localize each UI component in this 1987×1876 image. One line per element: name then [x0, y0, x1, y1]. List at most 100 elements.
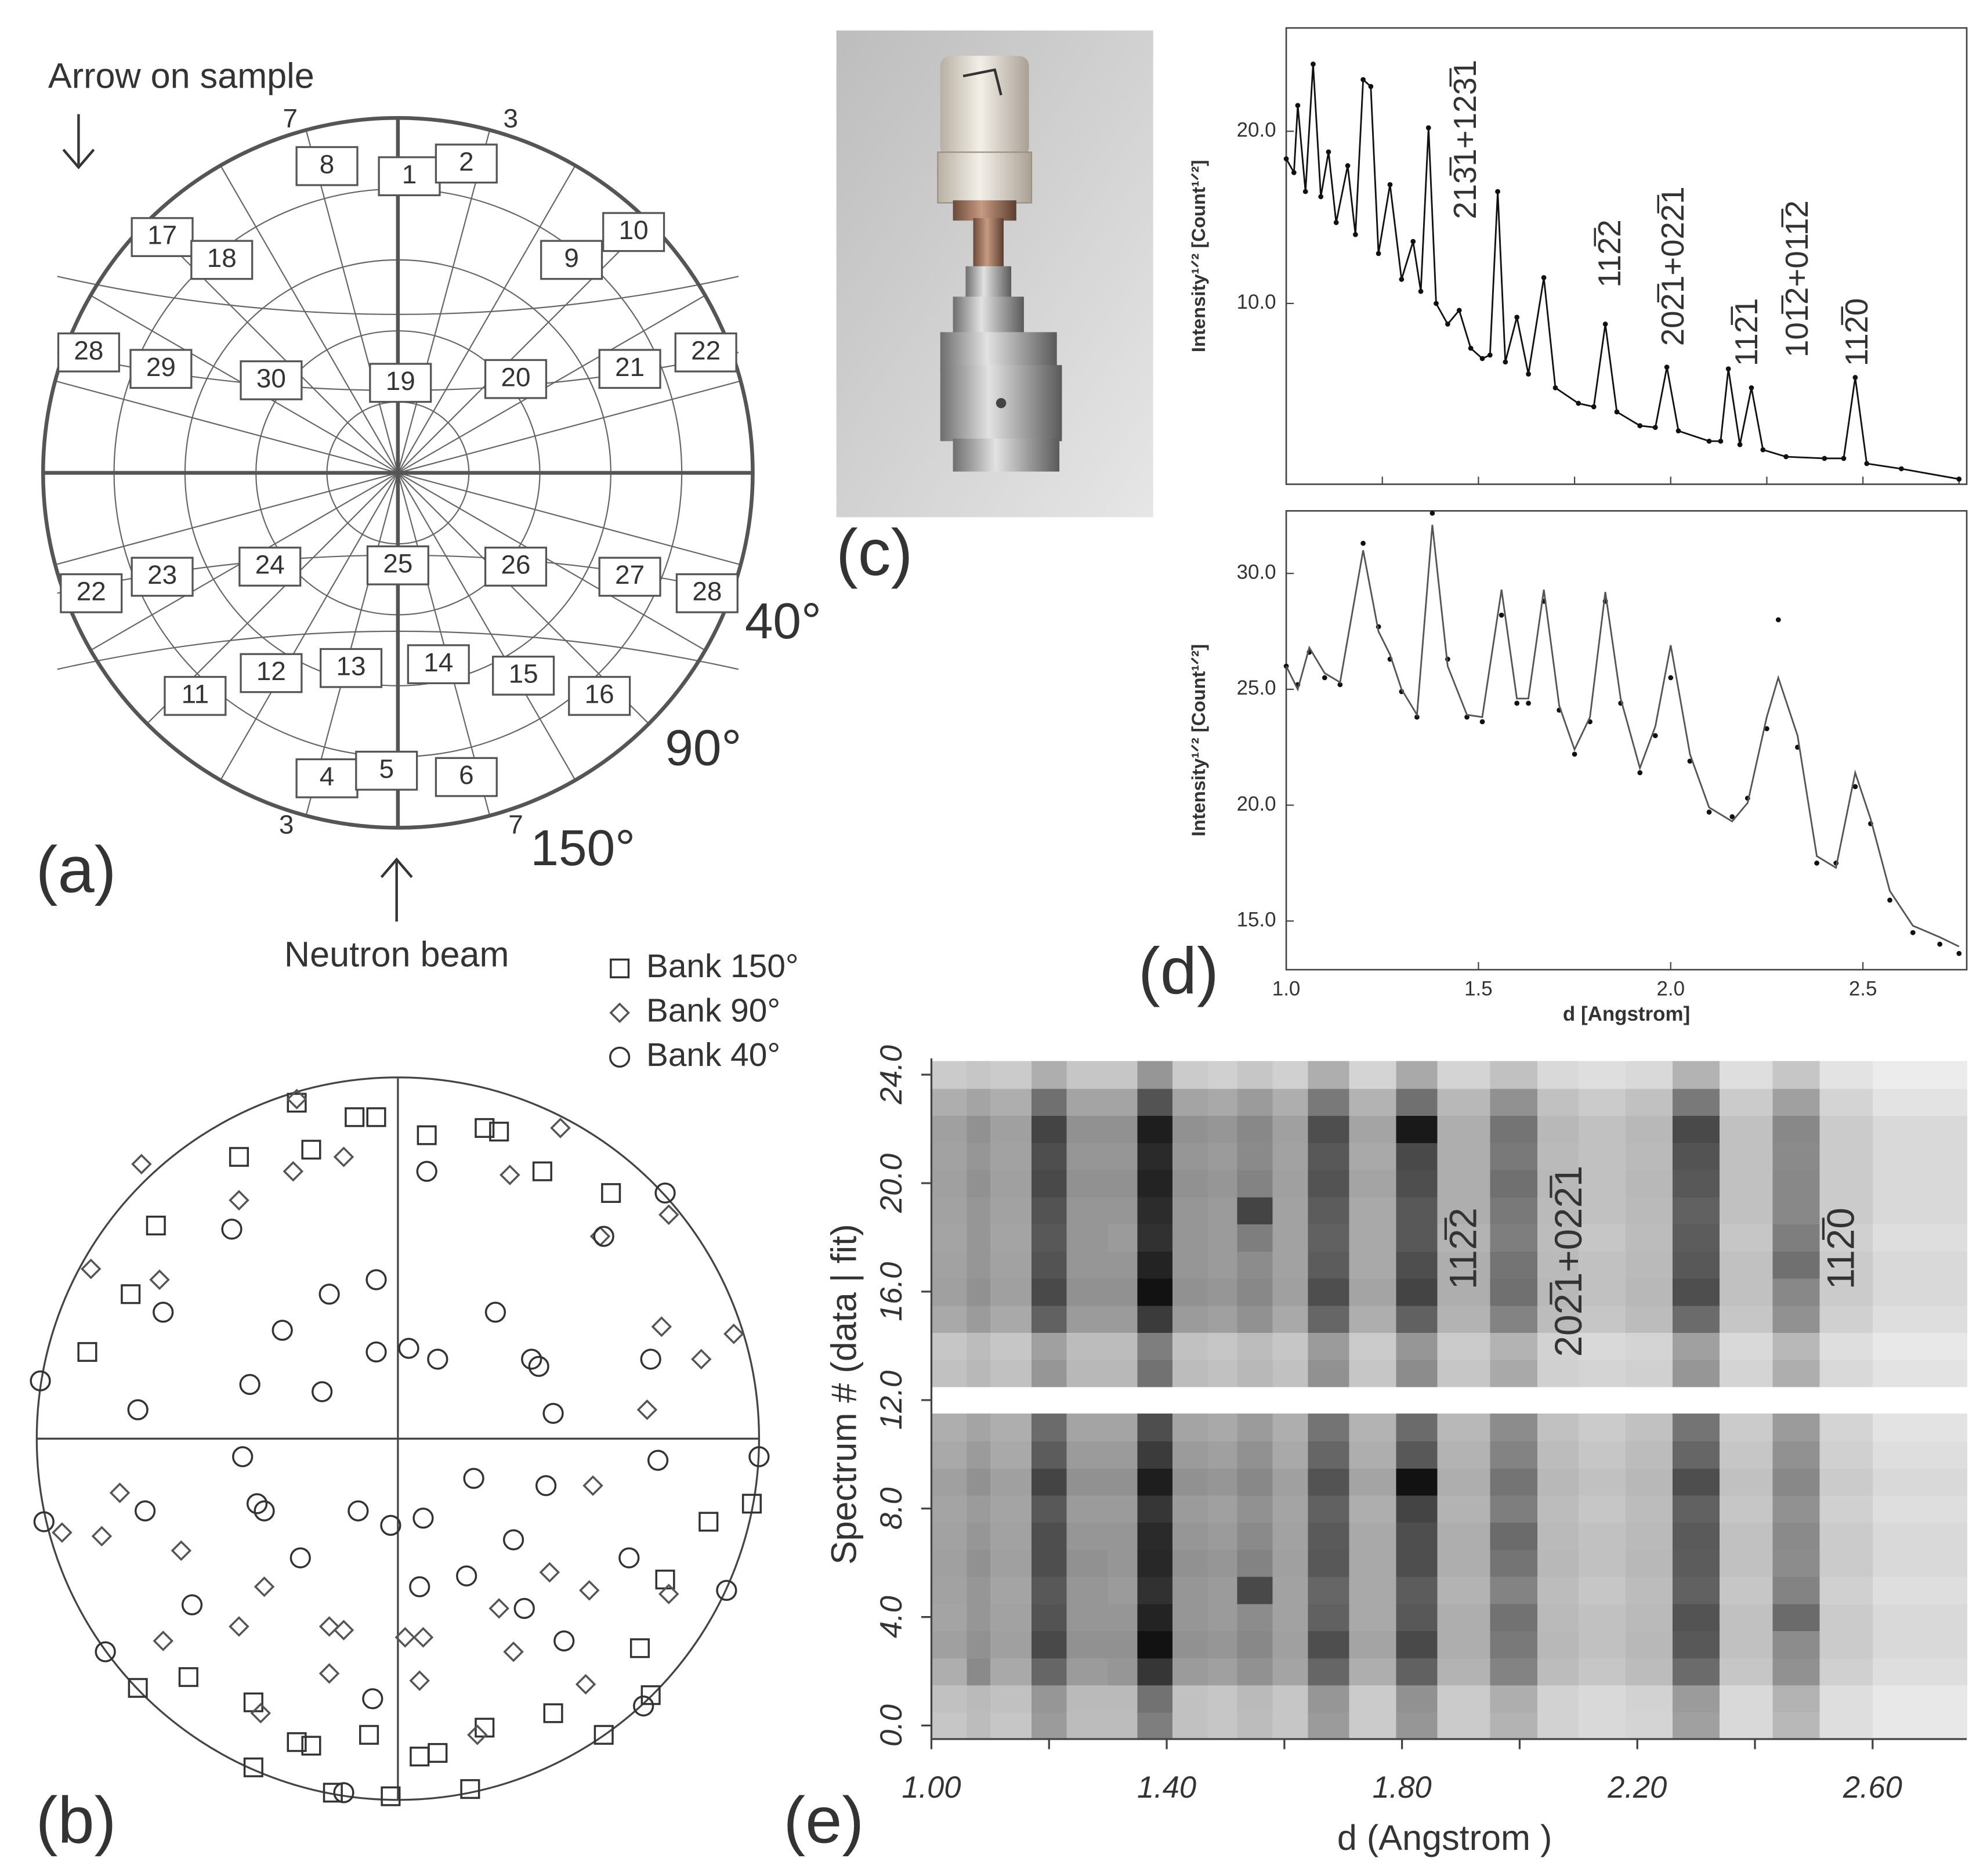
heat-cell: [990, 1250, 1032, 1279]
arrow-head: [62, 149, 95, 169]
heat-cell: [1272, 1631, 1309, 1658]
heat-cell: [1396, 1467, 1438, 1496]
heat-cell: [1673, 1278, 1721, 1306]
heat-cell: [1208, 1522, 1238, 1550]
heat-cell: [1872, 1685, 1968, 1713]
point: [475, 1118, 495, 1138]
heat-cell: [1673, 1088, 1721, 1116]
peak-annotation: 112̅0: [1839, 298, 1874, 366]
heat-cell: [1720, 1631, 1774, 1658]
point: [345, 1107, 365, 1127]
heat-cell: [931, 1250, 968, 1279]
heat-cell: [1819, 1495, 1873, 1523]
heat-cell: [1625, 1495, 1674, 1523]
detector-box: [492, 655, 555, 696]
heat-cell: [1437, 1115, 1491, 1143]
heat-cell: [1490, 1712, 1538, 1740]
heat-cell: [1137, 1115, 1174, 1143]
heat-cell: [967, 1603, 991, 1632]
heat-cell: [1490, 1061, 1538, 1089]
heat-cell: [1872, 1088, 1968, 1116]
detector-label: 11: [182, 678, 209, 709]
point: [417, 1125, 437, 1145]
heat-cell: [967, 1061, 991, 1089]
x-tick-label: 2.20: [1607, 1771, 1667, 1805]
detector-label: 8: [320, 149, 335, 179]
heat-cell: [1272, 1250, 1309, 1279]
heat-cell: [931, 1440, 968, 1469]
heat-cell: [1437, 1061, 1491, 1089]
data-point: [1652, 733, 1658, 739]
heat-cell: [1208, 1115, 1238, 1143]
heat-cell: [1673, 1603, 1721, 1632]
heat-cell: [1872, 1712, 1968, 1740]
heat-cell: [1537, 1061, 1579, 1089]
heat-cell: [1490, 1088, 1538, 1116]
heat-cell: [1772, 1657, 1820, 1686]
heat-cell: [1537, 1332, 1579, 1360]
bank-angle: 90°: [665, 719, 741, 776]
heat-cell: [1107, 1603, 1138, 1632]
x-tick-label: 2.60: [1843, 1771, 1902, 1805]
heat-cell: [1066, 1224, 1109, 1252]
annotation: Neutron beam: [284, 934, 509, 974]
heat-cell: [1537, 1603, 1579, 1632]
heat-cell: [1066, 1359, 1109, 1387]
point: [319, 1616, 340, 1637]
point: [398, 1338, 419, 1359]
heat-cell: [1625, 1250, 1674, 1279]
heat-cell: [1308, 1549, 1350, 1577]
heat-cell: [1673, 1061, 1721, 1089]
point: [287, 1093, 307, 1113]
bank-angle: 40°: [745, 592, 821, 649]
heat-cell: [990, 1359, 1032, 1387]
heat-cell: [1819, 1250, 1873, 1279]
data-point: [1576, 400, 1581, 406]
heat-cell: [1272, 1359, 1309, 1387]
heat-cell: [1537, 1305, 1579, 1333]
heat-cell: [1772, 1278, 1820, 1306]
detector-label: 3: [279, 809, 294, 839]
heat-cell: [931, 1115, 968, 1143]
heat-cell: [1578, 1088, 1627, 1116]
heat-cell: [1720, 1495, 1774, 1523]
heat-cell: [931, 1657, 968, 1686]
heat-cell: [1137, 1359, 1174, 1387]
data-point: [1487, 352, 1493, 358]
point: [550, 1118, 571, 1138]
heat-cell: [1172, 1603, 1209, 1632]
heat-cell: [1437, 1142, 1491, 1170]
outer-circle: [41, 115, 755, 830]
point: [658, 1204, 679, 1226]
heat-cell: [1872, 1467, 1968, 1496]
data-point: [1664, 364, 1670, 370]
y-tick-label: 20.0: [1237, 793, 1276, 815]
heat-cell: [1772, 1332, 1820, 1360]
heat-cell: [1107, 1522, 1138, 1550]
heat-cell: [1107, 1088, 1138, 1116]
heat-cell: [1237, 1495, 1273, 1523]
heat-cell: [1272, 1712, 1309, 1740]
heat-cell: [1308, 1522, 1350, 1550]
heat-cell: [1349, 1576, 1397, 1604]
heat-cell: [1349, 1414, 1397, 1442]
heat-cell: [1031, 1495, 1067, 1523]
point: [229, 1190, 249, 1211]
heat-cell: [1308, 1576, 1350, 1604]
point: [312, 1381, 333, 1403]
heat-cell: [1772, 1631, 1820, 1658]
heat-cell: [990, 1142, 1032, 1170]
heat-cell: [1578, 1061, 1627, 1089]
heat-cell: [1349, 1631, 1397, 1658]
data-point: [1614, 409, 1620, 415]
heat-cell: [1308, 1088, 1350, 1116]
heat-cell: [1872, 1115, 1968, 1143]
heat-cell: [1537, 1224, 1579, 1252]
heat-cell: [1172, 1685, 1209, 1713]
heat-cell: [1107, 1278, 1138, 1306]
heat-cell: [1720, 1549, 1774, 1577]
heat-cell: [1066, 1712, 1109, 1740]
data-point: [1495, 189, 1500, 194]
heat-cell: [1437, 1359, 1491, 1387]
y-tick-label: 15.0: [1237, 908, 1276, 931]
